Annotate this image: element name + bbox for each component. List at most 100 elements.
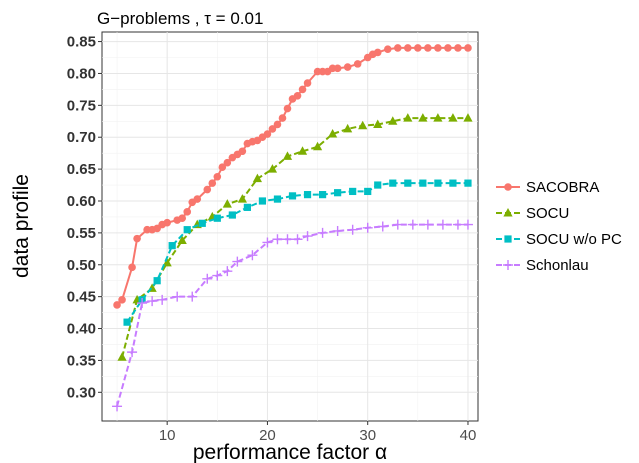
data-point-schonlau xyxy=(362,222,373,233)
data-point-socu-w-o-pc xyxy=(168,242,176,250)
data-point-schonlau xyxy=(137,298,148,309)
data-point-sacobra xyxy=(118,296,126,304)
data-point-sacobra xyxy=(454,44,462,52)
data-point-socu-w-o-pc xyxy=(243,203,251,211)
data-point-socu-w-o-pc xyxy=(288,192,297,200)
data-point-socu-w-o-pc xyxy=(183,226,191,234)
data-point-schonlau xyxy=(272,234,283,245)
data-point-sacobra xyxy=(163,218,171,227)
data-point-sacobra xyxy=(263,130,272,138)
data-point-socu xyxy=(177,235,187,245)
data-point-socu xyxy=(282,151,293,160)
data-point-socu xyxy=(267,164,278,173)
data-point-sacobra xyxy=(414,44,422,52)
data-point-socu-w-o-pc xyxy=(303,191,312,199)
data-point-schonlau xyxy=(332,225,343,236)
data-point-schonlau xyxy=(112,401,123,412)
data-point-socu-w-o-pc xyxy=(349,187,357,196)
data-point-socu xyxy=(343,123,353,133)
data-point-sacobra xyxy=(333,64,342,73)
data-point-sacobra xyxy=(293,91,302,100)
series-schonlau xyxy=(112,219,473,412)
data-point-sacobra xyxy=(283,104,292,113)
x-axis-title: performance factor α xyxy=(193,441,387,463)
data-point-socu xyxy=(373,119,383,128)
series-layer xyxy=(112,44,473,412)
data-point-socu xyxy=(312,141,323,151)
data-point-sacobra xyxy=(208,179,217,187)
data-point-schonlau xyxy=(212,270,223,281)
data-point-sacobra xyxy=(223,158,232,167)
data-point-schonlau xyxy=(232,256,243,267)
data-point-schonlau xyxy=(147,296,158,307)
data-point-socu-w-o-pc xyxy=(364,187,372,196)
data-point-schonlau xyxy=(282,234,293,245)
data-point-schonlau xyxy=(302,231,313,242)
legend-label-socu: SOCU xyxy=(526,205,569,222)
data-point-sacobra xyxy=(383,45,392,54)
data-point-socu-w-o-pc xyxy=(419,179,427,187)
data-point-schonlau xyxy=(452,219,463,230)
data-point-schonlau xyxy=(437,219,448,230)
data-point-sacobra xyxy=(133,234,141,243)
data-point-sacobra xyxy=(393,44,402,52)
data-point-socu xyxy=(463,113,473,122)
legend-marker-sacobra xyxy=(504,183,512,191)
data-point-socu-w-o-pc xyxy=(389,179,397,187)
data-point-socu-w-o-pc xyxy=(198,219,206,227)
x-tick-label: 20 xyxy=(259,427,276,444)
data-point-schonlau xyxy=(462,219,473,230)
data-point-sacobra xyxy=(298,85,307,94)
data-point-schonlau xyxy=(407,219,418,230)
data-point-sacobra xyxy=(213,172,222,181)
data-point-schonlau xyxy=(222,266,233,277)
data-point-socu xyxy=(403,113,413,122)
data-point-schonlau xyxy=(392,219,403,230)
data-point-sacobra xyxy=(343,63,352,71)
data-point-sacobra xyxy=(218,163,227,171)
data-point-sacobra xyxy=(193,195,202,203)
data-point-socu xyxy=(237,194,247,203)
y-tick-label: 0.65 xyxy=(67,161,96,178)
data-point-sacobra xyxy=(128,263,136,272)
data-point-socu xyxy=(162,257,172,267)
data-point-sacobra xyxy=(183,208,192,216)
data-point-socu-w-o-pc xyxy=(464,179,472,187)
legend-marker-schonlau xyxy=(503,260,513,270)
y-tick-label: 0.75 xyxy=(67,97,96,114)
data-point-schonlau xyxy=(157,294,168,305)
x-tick-label: 30 xyxy=(359,427,376,444)
data-point-schonlau xyxy=(292,234,303,245)
data-point-sacobra xyxy=(404,44,412,52)
data-point-socu-w-o-pc xyxy=(258,197,267,205)
data-point-sacobra xyxy=(424,44,432,52)
data-point-socu-w-o-pc xyxy=(213,214,221,222)
data-point-socu xyxy=(433,113,443,122)
data-point-socu xyxy=(252,173,263,183)
x-tick-label: 10 xyxy=(159,427,176,444)
data-point-socu-w-o-pc xyxy=(228,211,236,219)
y-tick-label: 0.45 xyxy=(67,289,96,306)
series-line-socu xyxy=(121,117,468,358)
data-point-socu xyxy=(388,116,398,125)
data-point-sacobra xyxy=(273,120,282,129)
data-point-socu-w-o-pc xyxy=(374,181,382,189)
data-point-schonlau xyxy=(172,291,183,302)
legend: SACOBRA SOCU SOCU w/o PC Schonlau xyxy=(496,179,622,274)
y-axis-title: data profile xyxy=(10,174,33,278)
y-tick-label: 0.55 xyxy=(67,225,96,242)
data-point-sacobra xyxy=(238,147,247,156)
data-point-socu xyxy=(358,120,368,130)
y-tick-label: 0.30 xyxy=(67,384,96,401)
data-point-sacobra xyxy=(444,44,452,52)
data-point-schonlau xyxy=(262,237,273,248)
data-point-socu-w-o-pc xyxy=(123,318,131,326)
y-tick-label: 0.70 xyxy=(67,129,96,146)
data-point-socu xyxy=(117,352,127,361)
data-point-schonlau xyxy=(317,227,328,238)
y-tick-label: 0.35 xyxy=(67,352,96,369)
data-point-sacobra xyxy=(178,214,187,223)
data-point-schonlau xyxy=(202,273,213,284)
data-point-sacobra xyxy=(203,185,212,194)
